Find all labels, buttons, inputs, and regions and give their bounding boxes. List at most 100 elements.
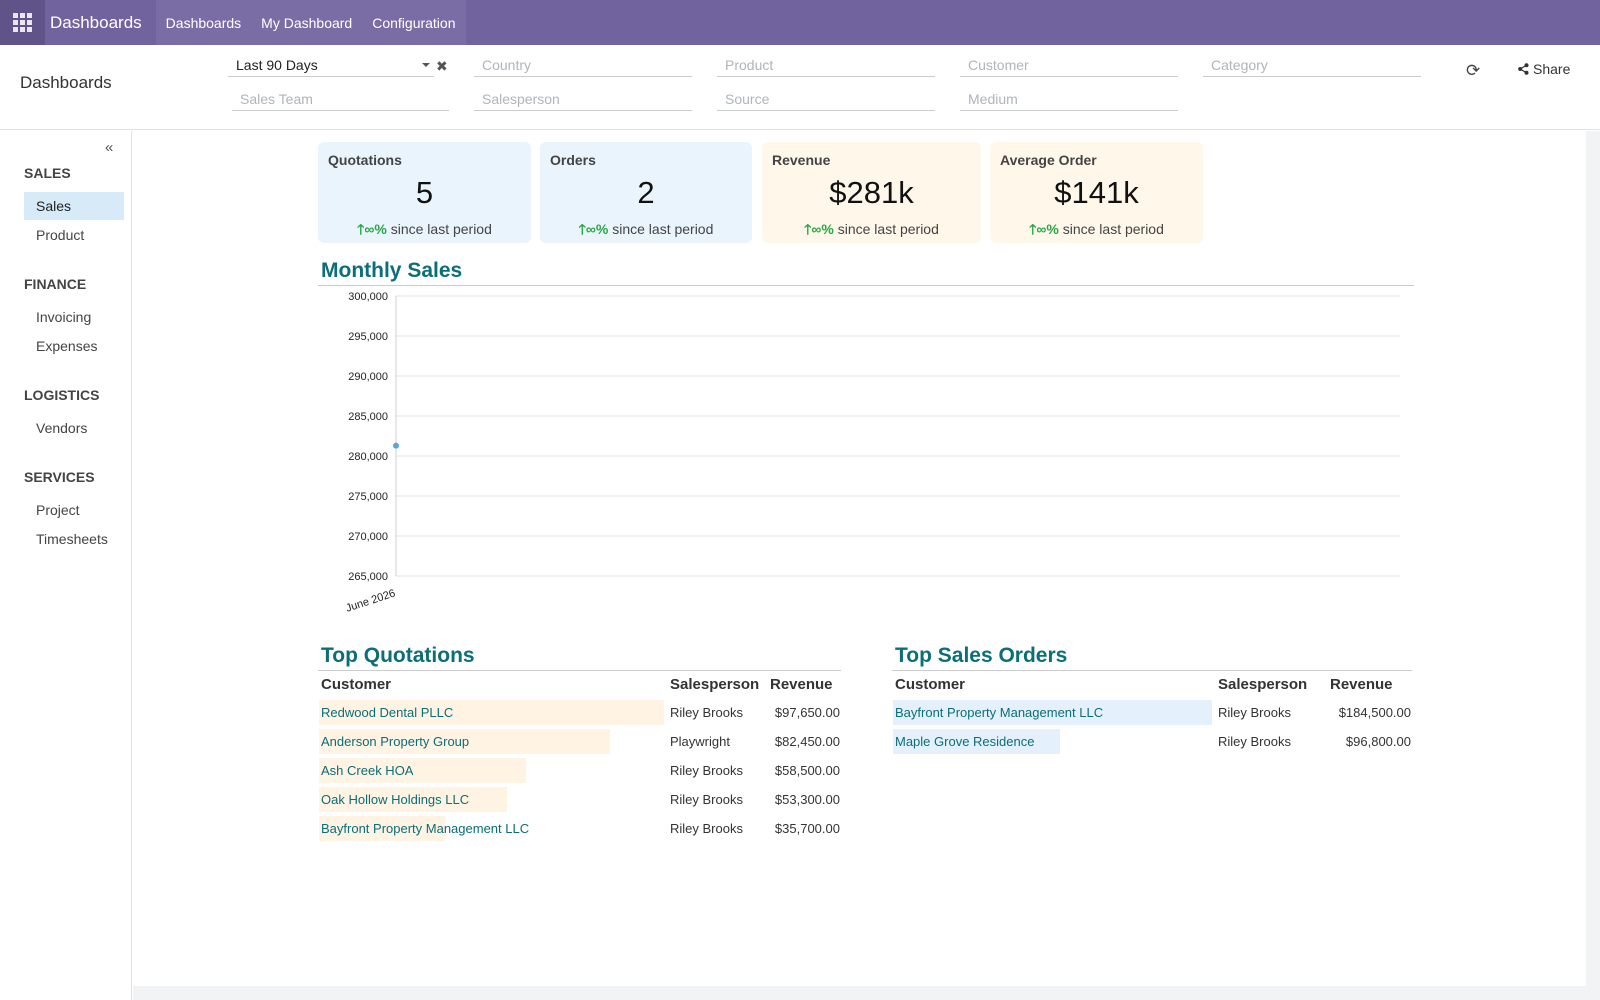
kpi-card-revenue[interactable]: Revenue $281k 🡑∞% since last period bbox=[762, 142, 981, 243]
y-tick-label: 285,000 bbox=[348, 411, 388, 423]
column-header-salesperson: Salesperson bbox=[670, 675, 760, 693]
sales-team-filter[interactable]: Sales Team bbox=[232, 87, 449, 111]
caret-down-icon bbox=[422, 63, 430, 67]
kpi-card-quotations[interactable]: Quotations 5 🡑∞% since last period bbox=[318, 142, 531, 243]
salesperson-cell: Riley Brooks bbox=[670, 763, 743, 778]
vertical-scrollbar[interactable] bbox=[1586, 131, 1600, 1000]
kpi-title: Revenue bbox=[772, 152, 831, 168]
category-filter[interactable]: Category bbox=[1203, 53, 1421, 77]
share-icon bbox=[1518, 63, 1529, 75]
kpi-card-average-order[interactable]: Average Order $141k 🡑∞% since last perio… bbox=[990, 142, 1203, 243]
customer-link[interactable]: Ash Creek HOA bbox=[321, 763, 414, 778]
y-tick-label: 290,000 bbox=[348, 371, 388, 383]
arrow-up-icon: 🡑 bbox=[1029, 221, 1037, 237]
arrow-up-icon: 🡑 bbox=[578, 221, 586, 237]
salesperson-cell: Riley Brooks bbox=[1218, 705, 1291, 720]
kpi-trend-value: ∞% bbox=[1036, 221, 1059, 237]
kpi-title: Average Order bbox=[1000, 152, 1097, 168]
country-filter[interactable]: Country bbox=[474, 53, 692, 77]
revenue-cell: $97,650.00 bbox=[774, 705, 840, 720]
kpi-card-orders[interactable]: Orders 2 🡑∞% since last period bbox=[540, 142, 752, 243]
data-point[interactable] bbox=[393, 442, 399, 449]
medium-filter[interactable]: Medium bbox=[960, 87, 1178, 111]
table-row[interactable]: Bayfront Property Management LLC Riley Br… bbox=[317, 814, 844, 843]
date-filter-value: Last 90 Days bbox=[236, 56, 318, 73]
control-panel: Dashboards Last 90 Days ✖ Country Produc… bbox=[0, 45, 1600, 130]
apps-grid-icon[interactable] bbox=[0, 0, 45, 45]
revenue-cell: $82,450.00 bbox=[774, 734, 840, 749]
sidebar-item-timesheets[interactable]: Timesheets bbox=[36, 531, 108, 547]
sidebar-item-sales[interactable]: Sales bbox=[24, 192, 124, 220]
app-brand[interactable]: Dashboards bbox=[50, 12, 142, 32]
source-filter[interactable]: Source bbox=[717, 87, 935, 111]
salesperson-cell: Riley Brooks bbox=[670, 821, 743, 836]
kpi-value: $281k bbox=[829, 175, 914, 210]
table-row[interactable]: Bayfront Property Management LLC Riley Br… bbox=[891, 698, 1415, 727]
revenue-bar bbox=[319, 758, 526, 783]
customer-link[interactable]: Oak Hollow Holdings LLC bbox=[321, 792, 470, 807]
salesperson-filter[interactable]: Salesperson bbox=[474, 87, 692, 111]
menu-item-my-dashboard[interactable]: My Dashboard bbox=[261, 14, 353, 31]
x-tick-label: June 2026 bbox=[344, 587, 397, 614]
sidebar-item-invoicing[interactable]: Invoicing bbox=[36, 309, 92, 325]
revenue-bar bbox=[319, 816, 445, 841]
column-header-salesperson: Salesperson bbox=[1218, 675, 1308, 693]
section-divider bbox=[318, 670, 841, 671]
kpi-trend-text: since last period bbox=[612, 221, 714, 237]
product-filter[interactable]: Product bbox=[717, 53, 935, 77]
revenue-bar bbox=[893, 729, 1060, 754]
column-header-revenue: Revenue bbox=[770, 675, 833, 693]
table-row[interactable]: Oak Hollow Holdings LLC Riley Brooks $53,3… bbox=[317, 785, 844, 814]
customer-link[interactable]: Bayfront Property Management LLC bbox=[321, 821, 530, 836]
sidebar-section-sales: SALES bbox=[24, 165, 71, 181]
kpi-trend-text: since last period bbox=[1062, 221, 1164, 237]
monthly-sales-chart[interactable]: 300,000 295,000 290,000 285,000 280,000 275,0… bbox=[318, 286, 1418, 616]
customer-filter[interactable]: Customer bbox=[960, 53, 1178, 77]
customer-link[interactable]: Anderson Property Group bbox=[321, 734, 470, 749]
sidebar-item-vendors[interactable]: Vendors bbox=[36, 420, 88, 436]
table-row[interactable]: Maple Grove Residence Riley Brooks $96,800… bbox=[891, 727, 1415, 756]
kpi-title: Quotations bbox=[328, 152, 402, 168]
customer-link[interactable]: Maple Grove Residence bbox=[895, 734, 1035, 749]
sidebar-section-finance: FINANCE bbox=[24, 276, 87, 292]
sidebar-item-project[interactable]: Project bbox=[36, 502, 80, 518]
kpi-value: $141k bbox=[1054, 175, 1139, 210]
kpi-title: Orders bbox=[550, 152, 596, 168]
table-row[interactable]: Anderson Property Group Playwright $82,450… bbox=[317, 727, 844, 756]
arrow-up-icon: 🡑 bbox=[804, 221, 812, 237]
kpi-value: 5 bbox=[415, 175, 434, 210]
menu-item-dashboards[interactable]: Dashboards bbox=[165, 14, 242, 31]
refresh-icon[interactable]: ⟳ bbox=[1466, 61, 1481, 80]
kpi-trend-value: ∞% bbox=[811, 221, 834, 237]
salesperson-cell: Playwright bbox=[670, 734, 730, 749]
revenue-cell: $184,500.00 bbox=[1338, 705, 1411, 720]
kpi-value: 2 bbox=[637, 175, 655, 210]
sidebar-item-expenses[interactable]: Expenses bbox=[36, 338, 98, 354]
customer-link[interactable]: Redwood Dental PLLC bbox=[321, 705, 454, 720]
column-header-revenue: Revenue bbox=[1330, 675, 1393, 693]
revenue-bar bbox=[319, 787, 507, 812]
sidebar-section-logistics: LOGISTICS bbox=[24, 387, 100, 403]
monthly-sales-title: Monthly Sales bbox=[321, 259, 463, 282]
revenue-cell: $35,700.00 bbox=[774, 821, 840, 836]
y-tick-label: 300,000 bbox=[348, 291, 388, 303]
menu-item-configuration[interactable]: Configuration bbox=[372, 14, 456, 31]
share-button[interactable]: Share bbox=[1518, 61, 1570, 77]
main-menu: Dashboards My Dashboard Configuration bbox=[155, 0, 466, 45]
section-divider bbox=[318, 285, 1414, 286]
table-row[interactable]: Redwood Dental PLLC Riley Brooks $97,650.0… bbox=[317, 698, 844, 727]
customer-cell: Bayfront Property Management LLC bbox=[891, 698, 1214, 727]
date-filter-select[interactable]: Last 90 Days bbox=[228, 53, 434, 77]
top-sales-orders-table: Customer Salesperson Revenue Bayfront Pr… bbox=[891, 670, 1415, 756]
collapse-sidebar-icon[interactable]: « bbox=[105, 139, 114, 156]
top-sales-orders-title: Top Sales Orders bbox=[895, 644, 1068, 667]
clear-filter-icon[interactable]: ✖ bbox=[436, 58, 448, 74]
kpi-trend-text: since last period bbox=[390, 221, 492, 237]
table-header-row: Customer Salesperson Revenue bbox=[891, 670, 1415, 698]
table-row[interactable]: Ash Creek HOA Riley Brooks $58,500.00 bbox=[317, 756, 844, 785]
column-header-customer: Customer bbox=[321, 675, 392, 693]
horizontal-scrollbar[interactable] bbox=[133, 986, 1586, 1000]
dashboard-content bbox=[133, 131, 1586, 986]
customer-link[interactable]: Bayfront Property Management LLC bbox=[895, 705, 1104, 720]
sidebar-item-product[interactable]: Product bbox=[36, 227, 85, 243]
